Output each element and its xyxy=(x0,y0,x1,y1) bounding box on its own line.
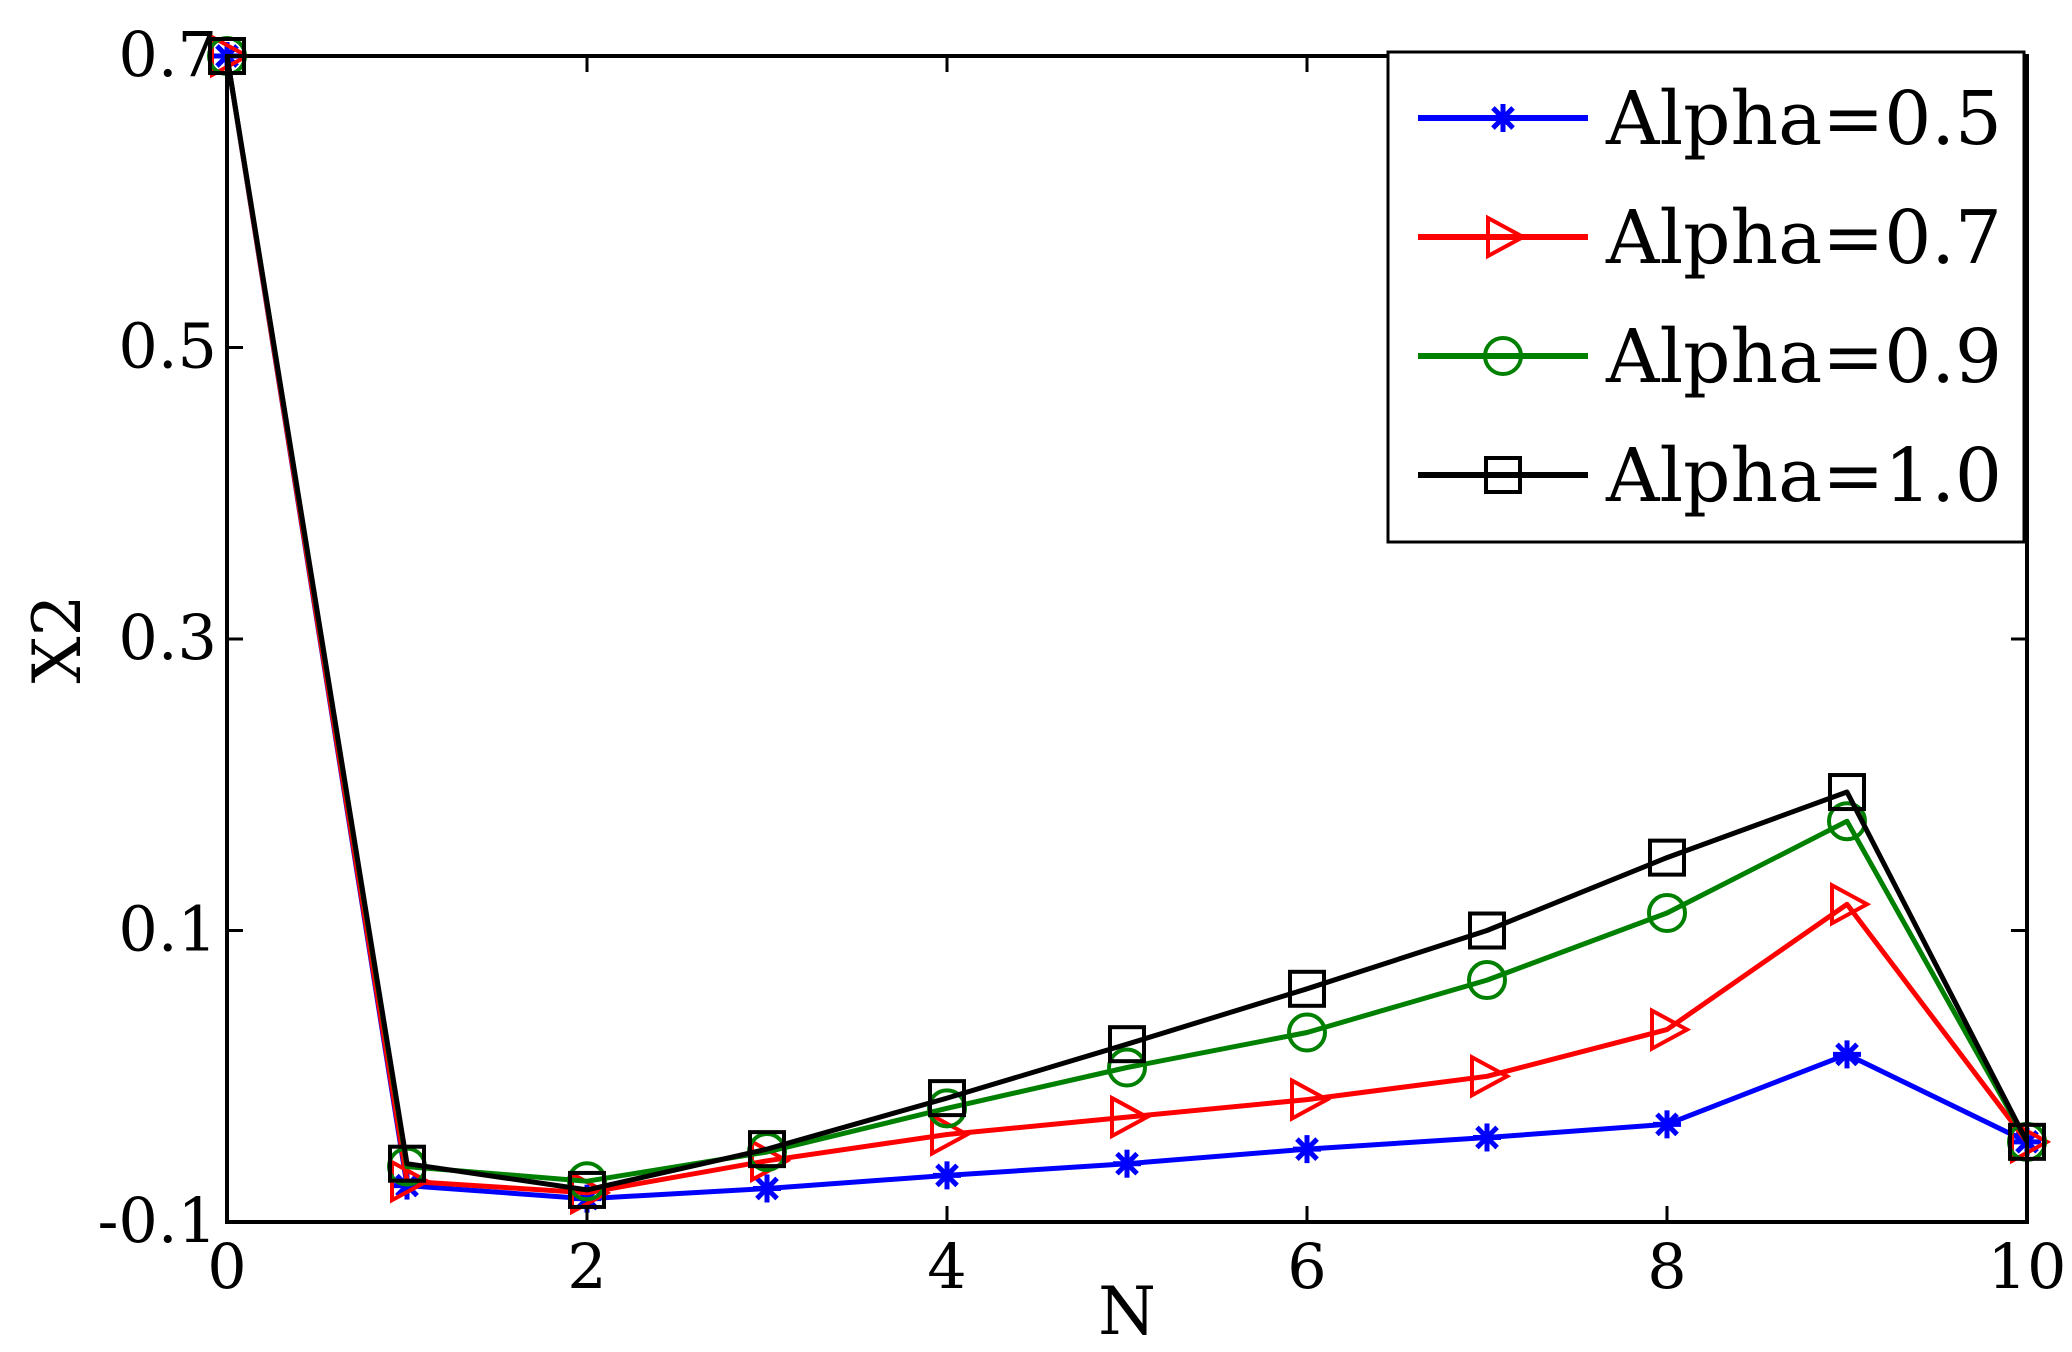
data-point xyxy=(388,1144,426,1183)
data-point xyxy=(1647,893,1687,934)
data-point xyxy=(1107,1047,1147,1088)
legend-entry-2: Alpha=0.7 xyxy=(1418,195,2002,281)
data-point xyxy=(928,1079,966,1118)
data-point xyxy=(933,1161,961,1190)
legend-marker xyxy=(1484,456,1522,494)
data-point xyxy=(1828,773,1866,812)
x-tick-label: 8 xyxy=(1647,1230,1686,1303)
y-tick-label: 0.1 xyxy=(118,893,217,966)
y-tick-label: 0.5 xyxy=(118,310,217,383)
legend-marker xyxy=(1489,104,1517,132)
data-point xyxy=(1108,1025,1146,1064)
legend-marker xyxy=(1486,214,1528,260)
data-point xyxy=(1468,911,1506,950)
legend-entry-4: Alpha=1.0 xyxy=(1418,433,2002,519)
legend-label: Alpha=0.5 xyxy=(1605,76,2002,162)
data-point xyxy=(1470,1053,1512,1099)
data-point xyxy=(1653,1110,1681,1139)
legend-box xyxy=(1386,50,2026,544)
y-tick-label: 0.7 xyxy=(118,18,217,91)
data-point xyxy=(1287,1012,1327,1053)
data-point xyxy=(1467,960,1507,1001)
data-point xyxy=(1833,1040,1861,1069)
data-point xyxy=(748,1130,786,1169)
data-point xyxy=(1827,801,1867,842)
data-point xyxy=(1293,1135,1321,1164)
legend-label: Alpha=1.0 xyxy=(1605,433,2002,519)
data-point xyxy=(1473,1123,1501,1152)
data-point xyxy=(1290,1077,1332,1122)
y-tick-label: -0.1 xyxy=(97,1184,217,1257)
legend: Alpha=0.5 Alpha=0.7 Alpha=0.9 Alpha=1.0 xyxy=(1386,50,2026,544)
data-point xyxy=(753,1174,781,1203)
y-tick-label: 0.3 xyxy=(118,601,217,674)
series-layer xyxy=(207,33,2052,1216)
data-point xyxy=(1650,1007,1692,1052)
x-tick-label: 2 xyxy=(567,1230,606,1303)
legend-entry-1: Alpha=0.5 xyxy=(1418,76,2002,162)
data-point xyxy=(1288,969,1326,1008)
series-line xyxy=(224,55,2030,1184)
data-point xyxy=(1113,1149,1141,1178)
series-line xyxy=(224,55,2030,1193)
data-point xyxy=(1110,1094,1152,1140)
y-axis-label: X2 xyxy=(19,595,96,684)
series-line xyxy=(224,55,2029,1196)
x-tick-label: 0 xyxy=(207,1230,246,1303)
legend-marker xyxy=(1483,336,1523,376)
x-axis-label: N xyxy=(1098,1273,1156,1350)
legend-entry-3: Alpha=0.9 xyxy=(1418,314,2002,400)
legend-label: Alpha=0.7 xyxy=(1605,195,2002,281)
x-tick-label: 4 xyxy=(927,1230,966,1303)
x-tick-label: 6 xyxy=(1287,1230,1326,1303)
x-tick-label: 10 xyxy=(1988,1230,2067,1303)
axes: 0 2 4 6 8 10 -0.1 0.1 0.3 0.5 0.7 xyxy=(97,18,2066,1303)
legend-label: Alpha=0.9 xyxy=(1605,314,2002,400)
data-point xyxy=(1648,838,1686,877)
data-point xyxy=(1830,881,1872,927)
series-4 xyxy=(208,37,2046,1209)
